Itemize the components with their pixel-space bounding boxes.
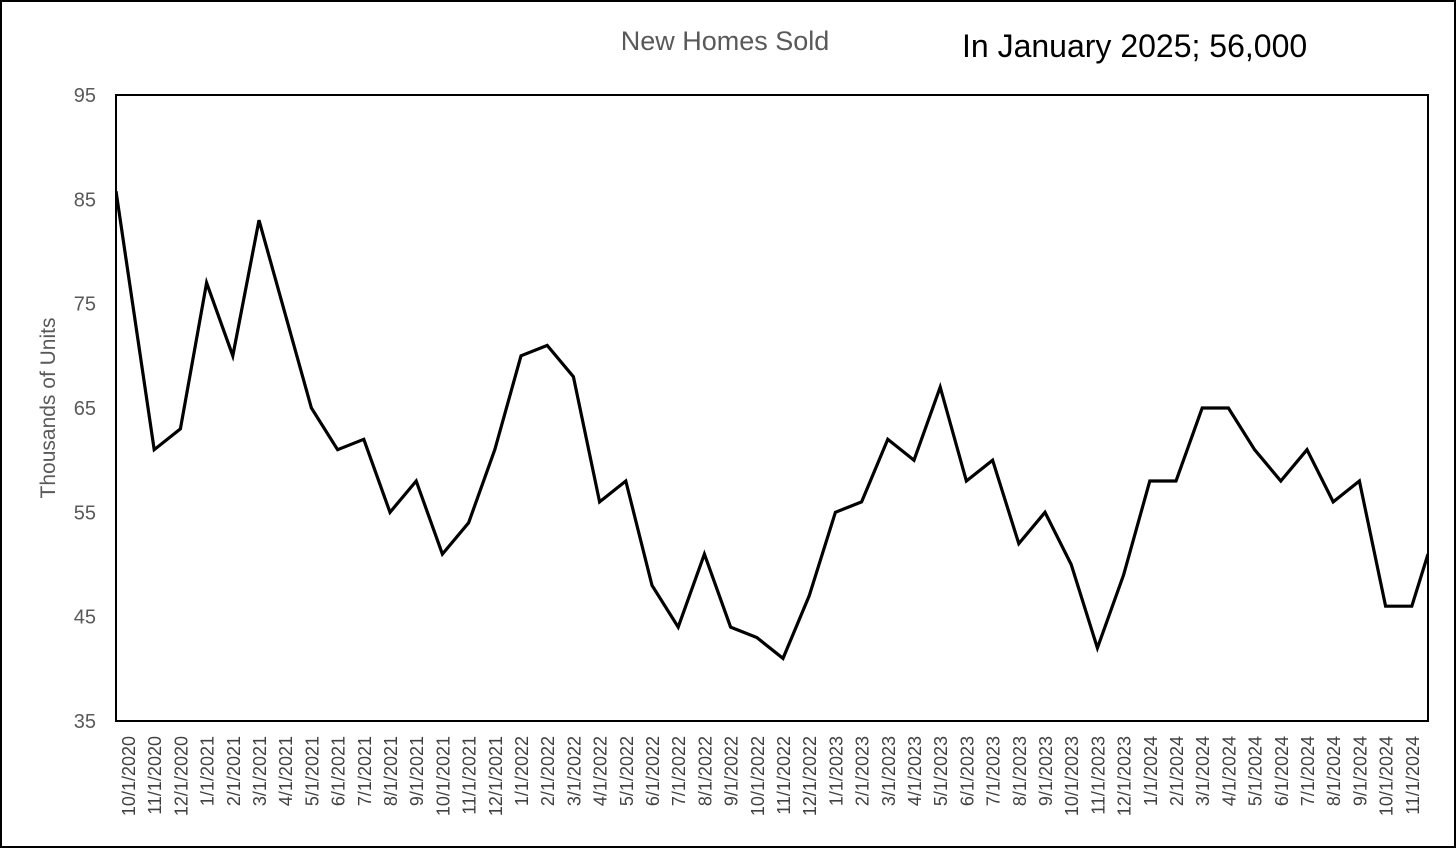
x-tick-label: 12/1/2021 [486,736,506,816]
x-tick-label: 4/1/2024 [1219,736,1239,806]
x-tick-label: 9/1/2023 [1036,736,1056,806]
x-tick-label: 1/1/2023 [826,736,846,806]
x-tick-label: 7/1/2023 [984,736,1004,806]
x-tick-label: 4/1/2022 [591,736,611,806]
x-tick-label: 10/1/2023 [1062,736,1082,816]
y-tick-label: 75 [74,294,96,316]
x-tick-label: 8/1/2021 [381,736,401,806]
x-tick-label: 1/1/2024 [1141,736,1161,806]
plot-area [115,94,1429,722]
x-tick-label: 2/1/2021 [224,736,244,806]
x-tick-label: 7/1/2022 [669,736,689,806]
x-tick-label: 4/1/2023 [905,736,925,806]
x-tick-label: 3/1/2022 [564,736,584,806]
x-tick-label: 1/1/2021 [198,736,218,806]
x-tick-label: 11/1/2021 [460,736,480,815]
x-tick-label: 1/1/2022 [512,736,532,806]
x-tick-label: 2/1/2024 [1167,736,1187,806]
y-tick-label: 65 [74,398,96,420]
x-tick-label: 10/1/2022 [748,736,768,816]
x-tick-label: 5/1/2023 [931,736,951,806]
x-tick-label: 2/1/2022 [538,736,558,806]
x-tick-label: 3/1/2024 [1193,736,1213,806]
x-tick-label: 5/1/2021 [302,736,322,806]
chart-annotation: In January 2025; 56,000 [962,28,1308,64]
x-tick-label: 8/1/2023 [1010,736,1030,806]
x-tick-label: 10/1/2024 [1377,736,1397,816]
x-tick-label: 2/1/2023 [853,736,873,806]
x-tick-label: 3/1/2021 [250,736,270,806]
x-tick-label: 9/1/2022 [722,736,742,806]
y-tick-label: 45 [74,607,96,629]
x-tick-label: 4/1/2021 [276,736,296,806]
x-tick-label: 9/1/2021 [407,736,427,806]
x-tick-label: 7/1/2021 [355,736,375,806]
x-tick-label: 6/1/2022 [643,736,663,806]
x-tick-label: 11/1/2024 [1403,736,1423,815]
x-tick-label: 10/1/2021 [433,736,453,816]
x-tick-label: 3/1/2023 [879,736,899,806]
x-tick-label: 6/1/2021 [329,736,349,806]
y-tick-label: 95 [74,85,96,107]
x-tick-label: 7/1/2024 [1298,736,1318,806]
x-tick-label: 11/1/2022 [774,736,794,815]
y-tick-label: 35 [74,711,96,733]
chart-title: New Homes Sold [620,26,830,56]
x-tick-label: 12/1/2023 [1115,736,1135,816]
x-tick-label: 5/1/2024 [1246,736,1266,806]
y-tick-label: 55 [74,502,96,524]
x-tick-label: 5/1/2022 [617,736,637,806]
x-tick-label: 8/1/2024 [1324,736,1344,806]
x-tick-label: 6/1/2023 [957,736,977,806]
x-tick-label: 8/1/2022 [695,736,715,806]
series-line [116,190,1428,661]
x-tick-label: 6/1/2024 [1272,736,1292,806]
x-tick-label: 10/1/2020 [119,736,139,816]
y-tick-label: 85 [74,189,96,211]
x-tick-label: 9/1/2024 [1350,736,1370,806]
x-tick-label: 11/1/2023 [1088,736,1108,815]
x-tick-label: 12/1/2022 [800,736,820,816]
x-tick-label: 12/1/2020 [171,736,191,816]
x-tick-label: 11/1/2020 [145,736,165,815]
